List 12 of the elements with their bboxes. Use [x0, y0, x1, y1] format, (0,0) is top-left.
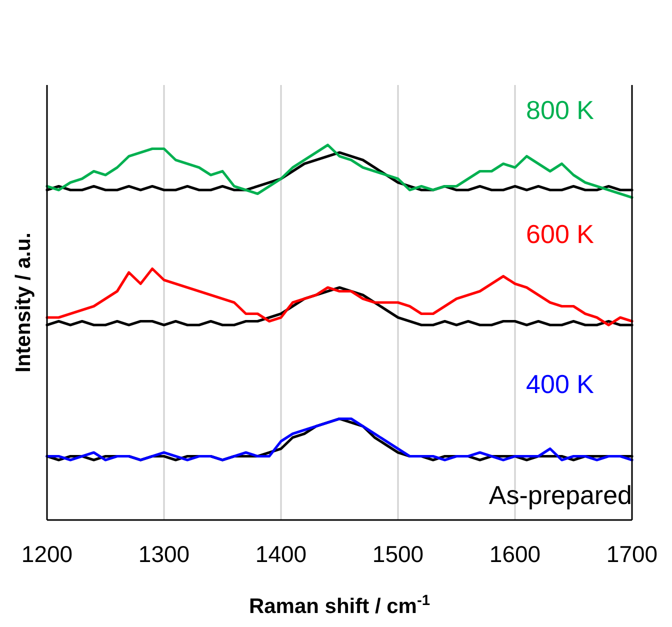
y-axis-title: Intensity / a.u.	[12, 232, 35, 373]
x-tick-label: 1200	[21, 541, 73, 567]
x-tick-label: 1700	[606, 541, 658, 567]
text: 400 K	[526, 368, 595, 399]
x-tick-label: 1600	[489, 541, 541, 567]
x-tick-label: 1500	[372, 541, 424, 567]
x-tick-label: 1300	[138, 541, 190, 567]
series-label: 600 K	[526, 218, 595, 249]
series-label: As-prepared	[488, 480, 632, 510]
x-tick-label: 1400	[255, 541, 307, 567]
series-label: 800 K	[526, 95, 595, 125]
x-axis-title: Raman shift / cm$^{-1}$	[248, 593, 430, 618]
